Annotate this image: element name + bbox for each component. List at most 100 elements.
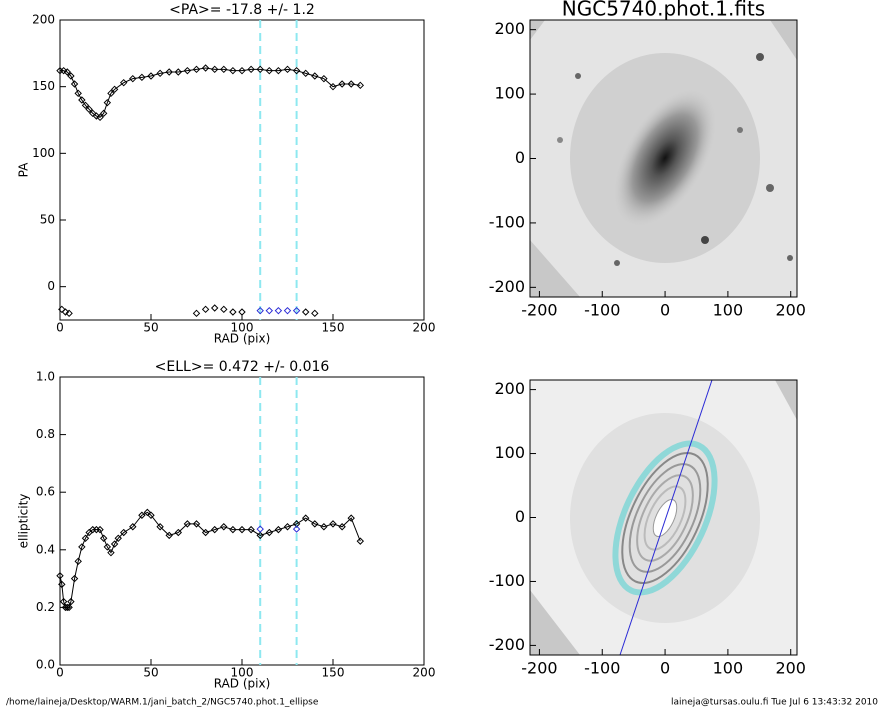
data-point xyxy=(129,523,137,531)
data-point xyxy=(320,74,328,83)
data-point xyxy=(210,525,219,534)
data-point xyxy=(110,85,119,94)
data-point xyxy=(247,65,255,74)
chart-title: NGC5740.phot.1.fits xyxy=(562,0,765,21)
data-point xyxy=(274,525,283,534)
x-tick-label: -200 xyxy=(521,659,557,678)
data-point xyxy=(238,525,246,534)
x-tick-label: 0 xyxy=(660,659,670,678)
data-point xyxy=(63,68,71,76)
data-point xyxy=(85,105,93,114)
data-point xyxy=(183,520,192,528)
data-point xyxy=(256,531,264,540)
data-point xyxy=(119,78,128,87)
x-tick-label: 100 xyxy=(231,666,254,680)
x-tick-label: 200 xyxy=(775,659,806,678)
data-point xyxy=(201,528,210,537)
data-point xyxy=(59,597,68,606)
data-point xyxy=(192,65,201,74)
data-point xyxy=(192,520,201,528)
data-point xyxy=(301,69,310,78)
x-tick-label: 0 xyxy=(660,301,670,320)
x-tick-label: 50 xyxy=(143,321,158,335)
data-point xyxy=(265,66,274,75)
data-point xyxy=(78,543,86,551)
y-tick-label: 200 xyxy=(494,379,525,398)
data-point xyxy=(147,511,155,519)
y-axis-label: ellipticity xyxy=(17,494,31,549)
data-point xyxy=(220,523,228,531)
x-tick-label: 200 xyxy=(775,301,806,320)
data-point xyxy=(229,308,237,316)
data-point xyxy=(329,520,337,528)
data-point xyxy=(311,520,319,528)
data-point xyxy=(265,528,274,537)
data-point xyxy=(138,73,146,82)
x-tick-label: 150 xyxy=(322,666,345,680)
y-axis-label: PA xyxy=(17,162,31,177)
x-axis-label: RAD (pix) xyxy=(214,677,271,691)
data-point xyxy=(61,308,70,316)
data-point xyxy=(283,65,292,74)
data-point xyxy=(301,308,310,316)
data-point xyxy=(74,89,82,98)
data-point xyxy=(165,68,173,76)
data-point xyxy=(338,80,346,88)
galaxy-image xyxy=(530,20,797,297)
data-point xyxy=(274,66,283,75)
data-point xyxy=(96,113,104,122)
y-tick-label: 0.2 xyxy=(36,600,55,614)
data-point xyxy=(129,74,137,83)
data-point xyxy=(347,514,355,522)
x-tick-label: -100 xyxy=(584,301,620,320)
data-point xyxy=(119,528,128,537)
plot-frame xyxy=(59,19,425,321)
footer-right: laineja@tursas.oulu.fi Tue Jul 6 13:43:3… xyxy=(671,698,878,708)
data-point xyxy=(58,305,66,314)
chart-title: <PA>= -17.8 +/- 1.2 xyxy=(169,2,315,18)
footer-left: /home/laineja/Desktop/WARM.1/jani_batch_… xyxy=(6,698,319,708)
data-point xyxy=(210,304,219,312)
data-point xyxy=(107,548,115,557)
data-point xyxy=(56,572,64,580)
data-point xyxy=(99,534,108,542)
data-point xyxy=(96,525,104,534)
data-point xyxy=(70,574,79,583)
data-point xyxy=(103,543,112,551)
x-tick-label: -200 xyxy=(521,301,557,320)
data-point xyxy=(165,531,173,540)
data-point xyxy=(92,112,101,120)
data-point xyxy=(283,306,292,315)
y-tick-label: 100 xyxy=(32,146,55,160)
data-point xyxy=(292,525,301,533)
y-tick-label: -100 xyxy=(489,212,525,231)
x-tick-label: 200 xyxy=(413,666,436,680)
y-tick-label: 100 xyxy=(494,443,525,462)
data-point xyxy=(238,308,246,316)
data-point xyxy=(220,305,228,314)
y-tick-label: 0 xyxy=(515,148,525,167)
plot-frame xyxy=(59,376,425,666)
y-tick-label: -100 xyxy=(489,571,525,590)
y-tick-label: 50 xyxy=(40,213,55,227)
data-point xyxy=(311,309,319,318)
data-point xyxy=(99,109,108,118)
data-point xyxy=(110,540,119,548)
data-point xyxy=(156,69,164,78)
data-point xyxy=(81,534,90,542)
x-axis-label: RAD (pix) xyxy=(214,332,271,346)
x-tick-label: -100 xyxy=(584,659,620,678)
data-point xyxy=(67,597,75,606)
data-point xyxy=(183,66,192,75)
data-point xyxy=(256,65,264,74)
data-point xyxy=(201,305,210,314)
data-point xyxy=(147,72,155,80)
x-tick-label: 0 xyxy=(56,321,64,335)
data-point xyxy=(81,101,90,110)
data-point xyxy=(174,68,183,76)
y-tick-label: 150 xyxy=(32,79,55,93)
data-point xyxy=(247,525,255,534)
data-point xyxy=(78,96,86,104)
data-point xyxy=(58,580,66,589)
